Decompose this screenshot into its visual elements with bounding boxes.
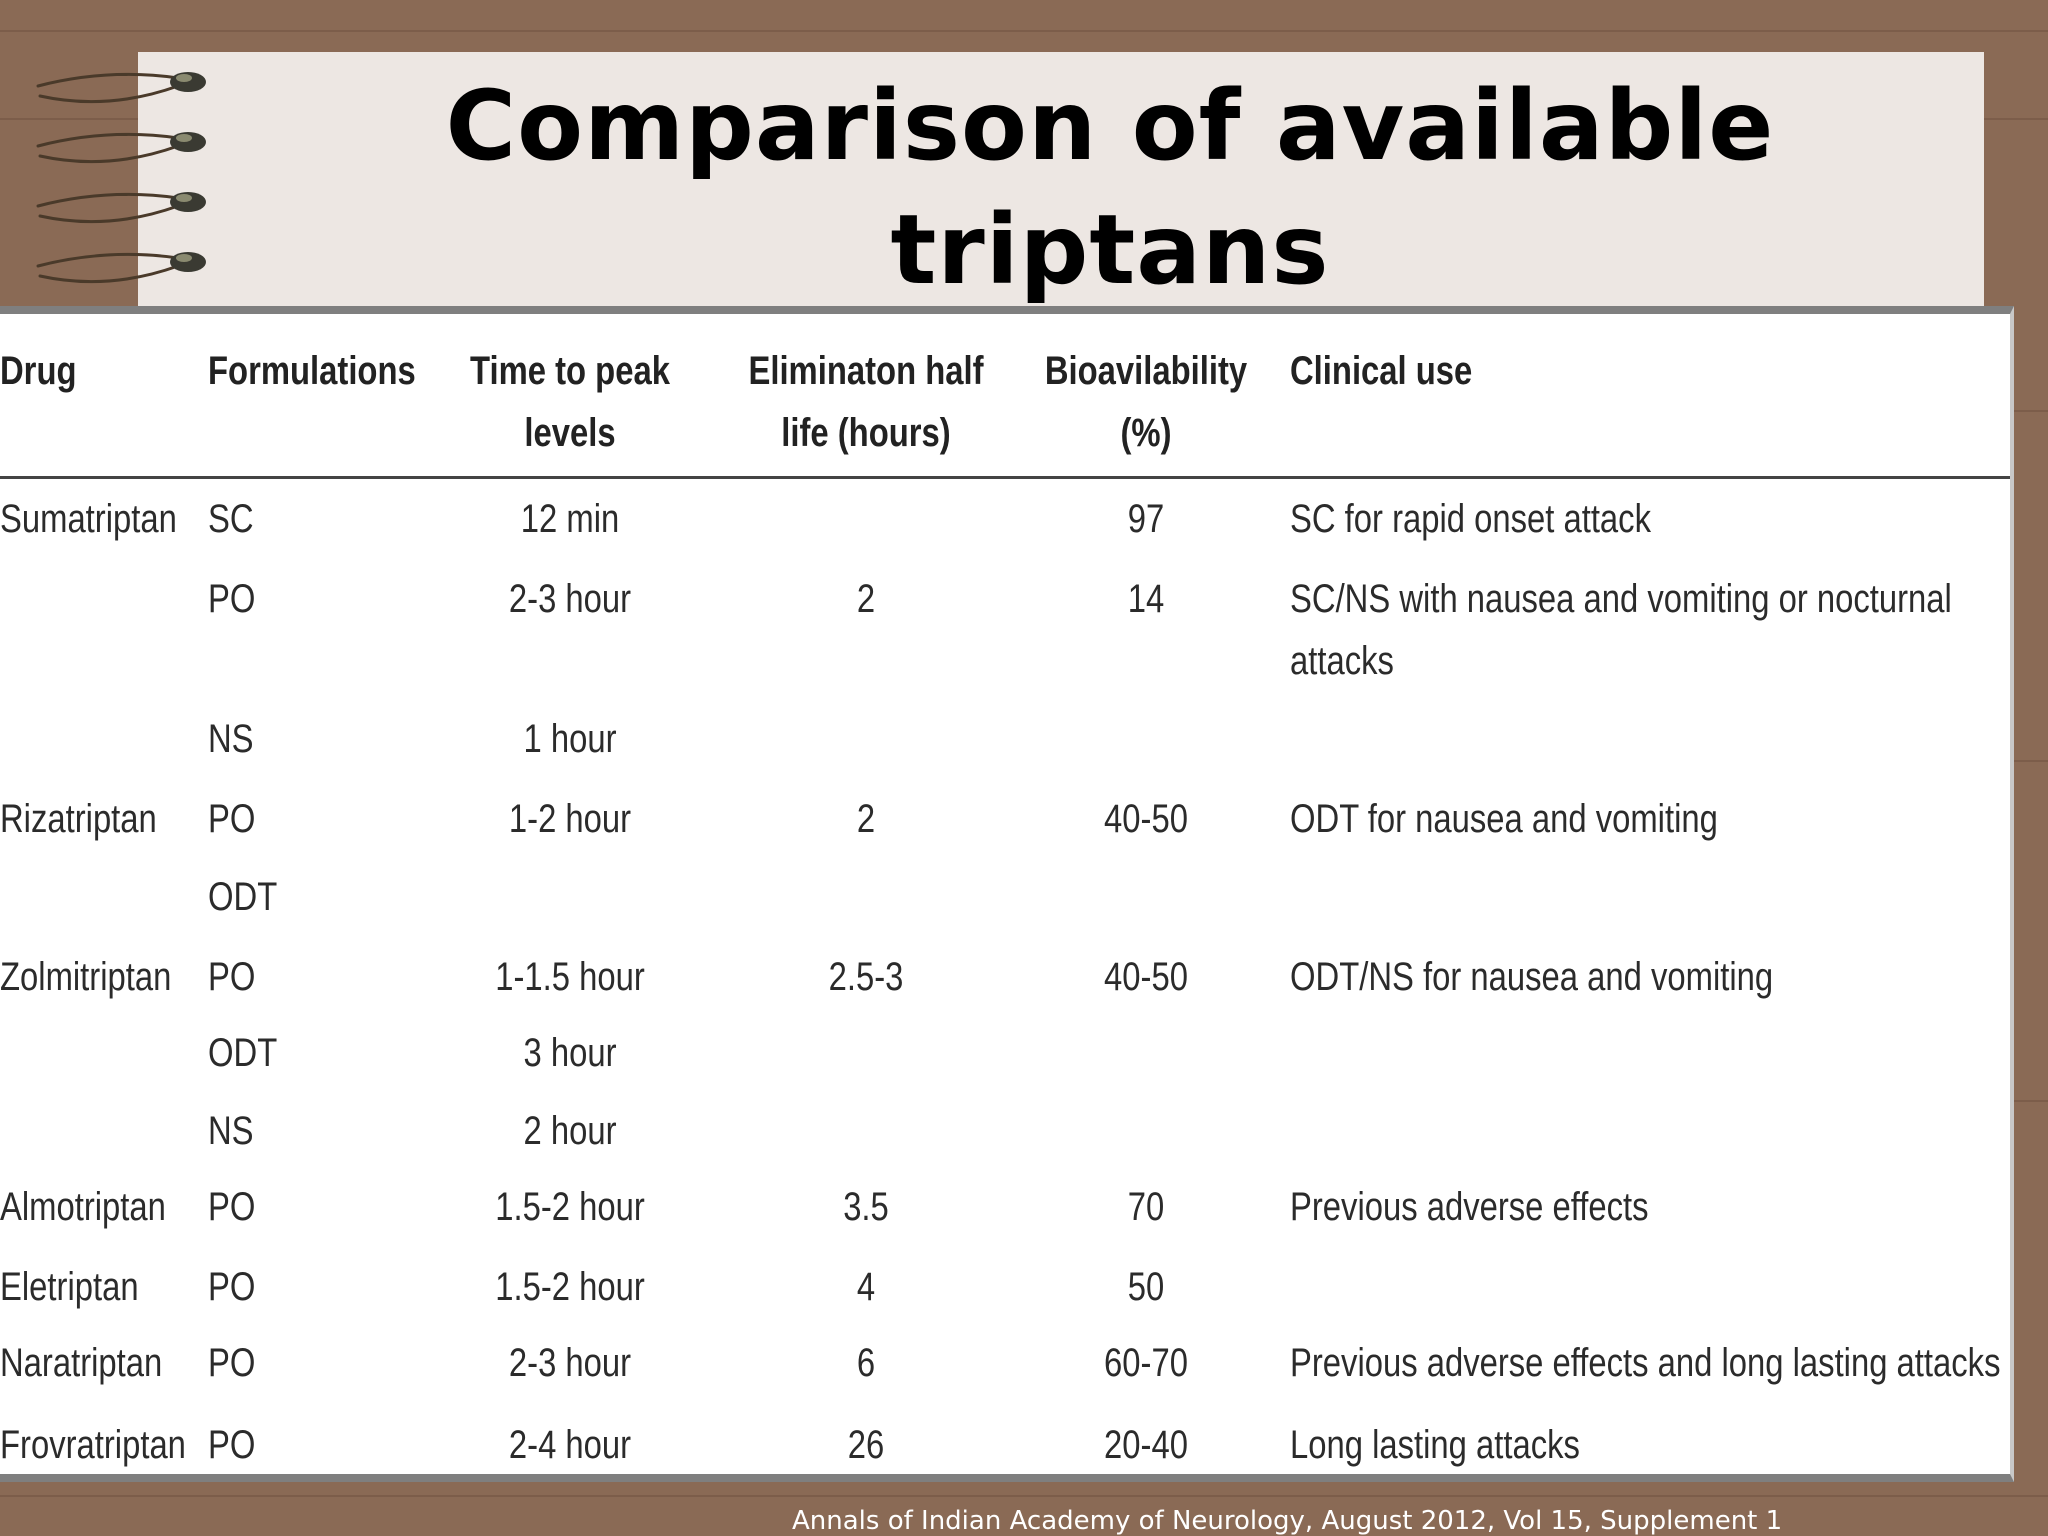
cell-drug: Sumatriptan: [0, 497, 177, 541]
cell-drug: Rizatriptan: [0, 797, 157, 841]
cell-time-to-peak: 2-4 hour: [508, 1423, 632, 1467]
clinical-use-line1: Previous adverse effects: [1290, 1185, 1649, 1229]
cell-clinical-use: SC for rapid onset attack: [1290, 488, 1651, 550]
cell-half-life: 2.5-3: [828, 955, 904, 999]
cell-bioavailability: 60-70: [1104, 1341, 1188, 1385]
cell-drug: Naratriptan: [0, 1341, 163, 1385]
cell-half-life: 3.5: [843, 1185, 889, 1229]
cell-clinical-use: SC/NS with nausea and vomiting or noctur…: [1290, 568, 1952, 692]
cell-half-life: 4: [856, 1265, 876, 1309]
cell-half-life: 26: [847, 1423, 885, 1467]
citation: Annals of Indian Academy of Neurology, A…: [792, 1506, 1783, 1536]
cell-clinical-use: Long lasting attacks: [1290, 1414, 1580, 1476]
cell-formulation: ODT: [208, 1031, 278, 1075]
cell-time-to-peak: 2-3 hour: [508, 1341, 632, 1385]
title-panel: [138, 52, 1984, 314]
cell-bioavailability: 97: [1127, 497, 1165, 541]
clinical-use-line1: Long lasting attacks: [1290, 1423, 1580, 1467]
clinical-use-line1: ODT/NS for nausea and vomiting: [1290, 955, 1774, 999]
cell-formulation: SC: [208, 497, 254, 541]
cell-half-life: 2: [856, 577, 876, 621]
cell-drug: Zolmitriptan: [0, 955, 172, 999]
cell-drug: Frovratriptan: [0, 1423, 186, 1467]
header-drug: Drug: [0, 349, 77, 393]
cell-bioavailability: 50: [1127, 1265, 1165, 1309]
cell-formulation: PO: [208, 577, 256, 621]
cell-half-life: 2: [856, 797, 876, 841]
header-bio-line2: (%): [1120, 411, 1172, 455]
cell-formulation: PO: [208, 1341, 256, 1385]
slide-title: Comparison of available triptans: [300, 64, 1920, 312]
header-formulations: Formulations: [208, 349, 416, 393]
cell-formulation: PO: [208, 1265, 256, 1309]
header-bioavailability: Bioavilability (%): [1023, 340, 1269, 464]
cell-formulation: PO: [208, 797, 256, 841]
clinical-use-line1: SC/NS with nausea and vomiting or noctur…: [1290, 577, 1952, 621]
header-time-line2: levels: [524, 411, 616, 455]
cell-bioavailability: 20-40: [1104, 1423, 1188, 1467]
cell-time-to-peak: 1.5-2 hour: [495, 1185, 645, 1229]
cell-time-to-peak: 1.5-2 hour: [495, 1265, 645, 1309]
cell-formulation: ODT: [208, 875, 278, 919]
cell-time-to-peak: 3 hour: [523, 1031, 617, 1075]
cell-bioavailability: 40-50: [1104, 797, 1188, 841]
cell-bioavailability: 70: [1127, 1185, 1165, 1229]
cell-drug: Almotriptan: [0, 1185, 166, 1229]
cell-clinical-use: Previous adverse effects and long lastin…: [1290, 1332, 2000, 1394]
cell-bioavailability: 14: [1127, 577, 1165, 621]
header-rule: [0, 476, 2010, 479]
cell-time-to-peak: 1-2 hour: [508, 797, 632, 841]
cell-formulation: NS: [208, 717, 254, 761]
cell-drug: Eletriptan: [0, 1265, 139, 1309]
cell-clinical-use: ODT for nausea and vomiting: [1290, 788, 1718, 850]
header-bio-line1: Bioavilability: [1044, 349, 1248, 393]
header-half-life: Eliminaton half life (hours): [743, 340, 989, 464]
clinical-use-line1: SC for rapid onset attack: [1290, 497, 1651, 541]
slide-title-line2: triptans: [890, 194, 1330, 306]
cell-time-to-peak: 1-1.5 hour: [495, 955, 645, 999]
cell-formulation: PO: [208, 955, 256, 999]
clinical-use-line2: attacks: [1290, 639, 1394, 683]
header-clinical-use: Clinical use: [1290, 349, 1473, 393]
cell-time-to-peak: 2-3 hour: [508, 577, 632, 621]
cell-time-to-peak: 2 hour: [523, 1109, 617, 1153]
cell-formulation: PO: [208, 1423, 256, 1467]
header-time-to-peak: Time to peak levels: [447, 340, 693, 464]
cell-time-to-peak: 12 min: [520, 497, 620, 541]
cell-half-life: 6: [856, 1341, 876, 1385]
clinical-use-line1: ODT for nausea and vomiting: [1290, 797, 1718, 841]
cell-time-to-peak: 1 hour: [523, 717, 617, 761]
cell-formulation: NS: [208, 1109, 254, 1153]
cell-clinical-use: Previous adverse effects: [1290, 1176, 1649, 1238]
slide-title-line1: Comparison of available: [445, 70, 1775, 182]
notebook-spiral-icon: [36, 72, 206, 284]
cell-formulation: PO: [208, 1185, 256, 1229]
triptan-table: Drug Formulations Time to peak levels El…: [0, 306, 2014, 1482]
header-half-line1: Eliminaton half: [748, 349, 984, 393]
clinical-use-line1: Previous adverse effects and long lastin…: [1290, 1341, 2001, 1385]
header-time-line1: Time to peak: [470, 349, 670, 393]
cell-bioavailability: 40-50: [1104, 955, 1188, 999]
cell-clinical-use: ODT/NS for nausea and vomiting: [1290, 946, 1773, 1008]
header-half-line2: life (hours): [781, 411, 951, 455]
